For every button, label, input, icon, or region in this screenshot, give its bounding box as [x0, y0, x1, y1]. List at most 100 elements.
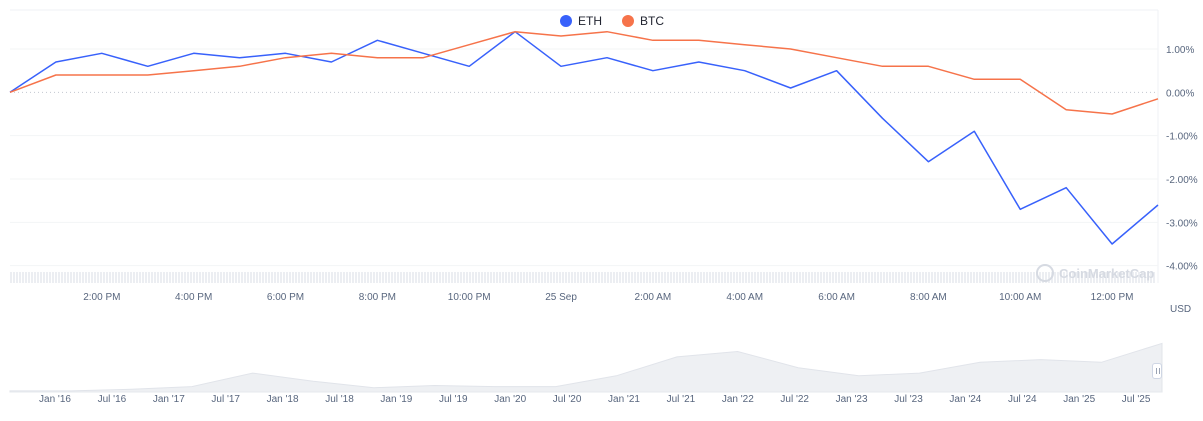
chart-legend: ETH BTC: [560, 14, 664, 28]
volume-bar: [964, 272, 966, 283]
volume-bar: [421, 272, 423, 283]
eth-dot-icon: [560, 15, 572, 27]
volume-bar: [700, 272, 702, 283]
volume-bar: [409, 272, 411, 283]
volume-bar: [961, 272, 963, 283]
volume-bar: [610, 272, 612, 283]
navigator-label: Jul '17: [211, 394, 240, 405]
volume-bar: [121, 272, 123, 283]
volume-bar: [49, 272, 51, 283]
navigator-label: Jul '24: [1008, 394, 1037, 405]
volume-bars: [10, 272, 1155, 283]
volume-bar: [817, 272, 819, 283]
volume-bar: [760, 272, 762, 283]
volume-bar: [1090, 272, 1092, 283]
volume-bar: [247, 272, 249, 283]
y-tick-label: 0.00%: [1166, 88, 1194, 99]
volume-bar: [889, 272, 891, 283]
volume-bar: [871, 272, 873, 283]
volume-bar: [487, 272, 489, 283]
volume-bar: [64, 272, 66, 283]
volume-bar: [538, 272, 540, 283]
volume-bar: [1093, 272, 1095, 283]
volume-bar: [358, 272, 360, 283]
volume-bar: [118, 272, 120, 283]
volume-bar: [1012, 272, 1014, 283]
volume-bar: [1105, 272, 1107, 283]
volume-bar: [979, 272, 981, 283]
navigator-label: Jul '25: [1122, 394, 1151, 405]
volume-bar: [826, 272, 828, 283]
volume-bar: [949, 272, 951, 283]
volume-bar: [94, 272, 96, 283]
volume-bar: [784, 272, 786, 283]
volume-bar: [424, 272, 426, 283]
volume-bar: [742, 272, 744, 283]
volume-bar: [1138, 272, 1140, 283]
volume-bar: [349, 272, 351, 283]
volume-bar: [436, 272, 438, 283]
volume-bar: [391, 272, 393, 283]
volume-bar: [1030, 272, 1032, 283]
volume-bar: [400, 272, 402, 283]
volume-bar: [313, 272, 315, 283]
volume-bar: [721, 272, 723, 283]
volume-bar: [496, 272, 498, 283]
volume-bar: [406, 272, 408, 283]
volume-bar: [514, 272, 516, 283]
volume-bar: [730, 272, 732, 283]
volume-bar: [184, 272, 186, 283]
volume-bar: [220, 272, 222, 283]
volume-bar: [895, 272, 897, 283]
legend-item-eth[interactable]: ETH: [560, 14, 602, 28]
volume-bar: [418, 272, 420, 283]
volume-bar: [109, 272, 111, 283]
volume-bar: [739, 272, 741, 283]
volume-bar: [1003, 272, 1005, 283]
volume-bar: [499, 272, 501, 283]
volume-bar: [103, 272, 105, 283]
volume-bar: [595, 272, 597, 283]
navigator-drag-handle[interactable]: [1152, 363, 1162, 379]
volume-bar: [580, 272, 582, 283]
volume-bar: [586, 272, 588, 283]
volume-bar: [1000, 272, 1002, 283]
volume-bar: [709, 272, 711, 283]
volume-bar: [754, 272, 756, 283]
volume-bar: [862, 272, 864, 283]
volume-bar: [67, 272, 69, 283]
legend-item-btc[interactable]: BTC: [622, 14, 664, 28]
volume-bar: [805, 272, 807, 283]
navigator-label: Jan '23: [836, 394, 868, 405]
y-tick-label: -3.00%: [1166, 218, 1198, 229]
volume-bar: [1126, 272, 1128, 283]
volume-bar: [460, 272, 462, 283]
volume-bar: [976, 272, 978, 283]
volume-bar: [1081, 272, 1083, 283]
volume-bar: [286, 272, 288, 283]
volume-bar: [154, 272, 156, 283]
volume-bar: [1027, 272, 1029, 283]
volume-bar: [205, 272, 207, 283]
navigator-label: Jan '22: [722, 394, 754, 405]
volume-bar: [634, 272, 636, 283]
volume-bar: [1033, 272, 1035, 283]
volume-bar: [559, 272, 561, 283]
volume-bar: [685, 272, 687, 283]
volume-bar: [454, 272, 456, 283]
volume-bar: [211, 272, 213, 283]
volume-bar: [958, 272, 960, 283]
volume-bar: [1006, 272, 1008, 283]
volume-bar: [655, 272, 657, 283]
volume-bar: [1129, 272, 1131, 283]
volume-bar: [697, 272, 699, 283]
volume-bar: [1066, 272, 1068, 283]
volume-bar: [325, 272, 327, 283]
volume-bar: [1117, 272, 1119, 283]
volume-bar: [703, 272, 705, 283]
x-tick-label: 2:00 PM: [83, 292, 120, 303]
volume-bar: [382, 272, 384, 283]
volume-bar: [376, 272, 378, 283]
volume-bar: [181, 272, 183, 283]
